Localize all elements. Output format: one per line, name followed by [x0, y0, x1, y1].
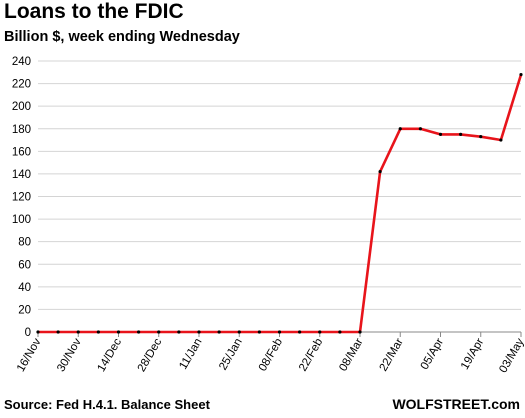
source-note: Source: Fed H.4.1. Balance Sheet: [4, 397, 210, 412]
x-tick-label: 16/Nov: [15, 336, 44, 374]
data-point: [197, 330, 201, 334]
data-point: [277, 330, 282, 334]
data-point: [438, 132, 443, 136]
data-point: [298, 330, 302, 334]
x-tick-label: 03/May: [497, 336, 525, 375]
y-tick-label: 120: [12, 192, 31, 204]
y-tick-label: 140: [12, 169, 31, 181]
data-point: [177, 330, 181, 334]
y-tick-label: 240: [12, 56, 31, 68]
x-tick-label: 08/Mar: [337, 336, 365, 373]
data-point: [217, 330, 221, 334]
data-point: [459, 132, 463, 136]
chart-title: Loans to the FDIC: [4, 0, 184, 23]
data-point: [257, 330, 261, 334]
y-tick-label: 220: [12, 79, 31, 91]
y-tick-label: 0: [25, 327, 31, 339]
y-tick-label: 180: [12, 124, 31, 136]
x-tick-label: 22/Mar: [378, 336, 406, 373]
y-tick-label: 160: [12, 146, 31, 158]
data-point: [479, 135, 483, 139]
x-tick-label: 11/Jan: [177, 337, 204, 372]
data-point: [338, 330, 342, 334]
chart-subtitle: Billion $, week ending Wednesday: [4, 29, 240, 45]
data-point: [519, 72, 523, 77]
y-tick-label: 80: [18, 237, 31, 249]
data-point: [157, 330, 161, 334]
x-tick-label: 05/Apr: [419, 336, 446, 371]
data-point: [96, 330, 100, 334]
x-tick-label: 28/Dec: [136, 336, 165, 374]
x-tick-label: 19/Apr: [459, 336, 486, 371]
y-tick-label: 40: [18, 282, 31, 294]
data-point: [76, 330, 80, 334]
data-point: [56, 330, 60, 334]
x-tick-label: 08/Feb: [257, 337, 285, 374]
brand-label: WOLFSTREET.com: [392, 396, 520, 412]
data-point: [398, 127, 402, 131]
data-point: [378, 170, 382, 174]
y-tick-label: 20: [18, 304, 31, 316]
data-point: [237, 330, 241, 334]
y-tick-label: 60: [18, 259, 31, 271]
y-tick-label: 100: [12, 214, 31, 226]
data-point: [358, 330, 362, 334]
x-tick-label: 25/Jan: [217, 337, 245, 373]
x-tick-label: 14/Dec: [95, 336, 124, 374]
data-point: [36, 330, 40, 334]
x-tick-label: 30/Nov: [55, 336, 84, 374]
x-tick-label: 22/Feb: [297, 337, 325, 374]
y-tick-label: 200: [12, 101, 31, 113]
series-line: [38, 74, 523, 334]
data-point: [116, 330, 121, 334]
data-point: [418, 127, 422, 131]
data-point: [499, 138, 503, 142]
data-point: [318, 330, 322, 334]
data-point: [137, 330, 141, 334]
